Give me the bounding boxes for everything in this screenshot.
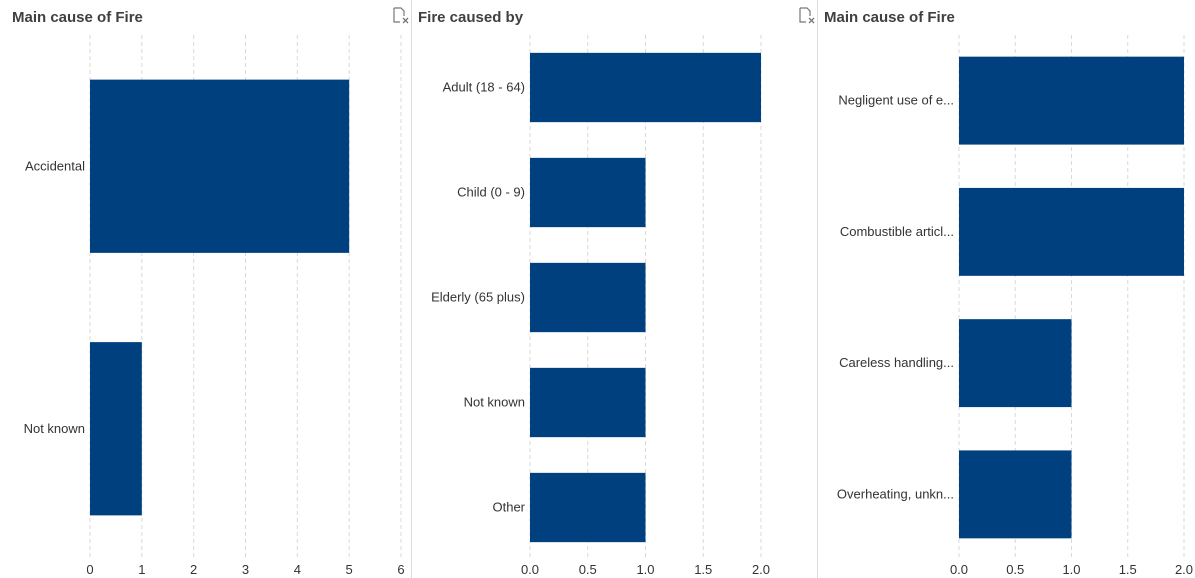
- x-tick-label: 1: [138, 562, 145, 577]
- x-tick-label: 2.0: [1175, 562, 1193, 577]
- bar: [959, 319, 1072, 408]
- bar-chart-main-cause-detail: 0.0 0.5 1.0 1.5 2.0 Negligent use of e... Comb…: [837, 35, 1193, 577]
- x-tick-label: 1.5: [1119, 562, 1137, 577]
- x-tick-label: 0.0: [521, 562, 539, 577]
- x-tick-label: 6: [397, 562, 404, 577]
- category-label: Child (0 - 9): [457, 185, 525, 200]
- category-label: Not known: [24, 421, 85, 436]
- x-tick-label: 1.5: [694, 562, 712, 577]
- x-tick-label: 0: [86, 562, 93, 577]
- chart-panel-fire-caused-by: Fire caused by 0.0 0.5 1.0 1.5 2.0 Adult (18 …: [414, 0, 818, 578]
- x-tick-label: 3: [242, 562, 249, 577]
- x-tick-label: 5: [346, 562, 353, 577]
- category-label: Overheating, unkn...: [837, 486, 954, 501]
- x-tick-label: 2: [190, 562, 197, 577]
- category-label: Adult (18 - 64): [443, 80, 525, 95]
- bar-chart-fire-caused-by: 0.0 0.5 1.0 1.5 2.0 Adult (18 - 64) Child (0 -…: [431, 35, 770, 577]
- category-label: Not known: [464, 395, 525, 410]
- category-label: Accidental: [25, 158, 85, 173]
- bar: [530, 157, 646, 228]
- x-tick-label: 2.0: [752, 562, 770, 577]
- category-label: Careless handling...: [839, 355, 954, 370]
- category-label: Elderly (65 plus): [431, 290, 525, 305]
- bar: [530, 52, 761, 123]
- clear-filter-icon[interactable]: [392, 6, 410, 24]
- panel-title: Main cause of Fire: [824, 9, 955, 26]
- x-tick-label: 0.0: [950, 562, 968, 577]
- clear-filter-icon[interactable]: [798, 6, 816, 24]
- x-tick-label: 0.5: [1006, 562, 1024, 577]
- bar: [530, 367, 646, 438]
- category-label: Combustible articl...: [840, 224, 954, 239]
- bar: [959, 56, 1184, 145]
- bar: [959, 450, 1072, 539]
- bar: [90, 342, 142, 516]
- panel-divider: [411, 0, 412, 578]
- bar: [90, 79, 350, 253]
- x-tick-label: 1.0: [1062, 562, 1080, 577]
- x-tick-label: 0.5: [579, 562, 597, 577]
- bar-chart-main-cause: 0 1 2 3 4 5 6 Accidental Not known: [24, 35, 405, 577]
- panel-divider: [817, 0, 818, 578]
- x-tick-label: 1.0: [636, 562, 654, 577]
- panel-title: Fire caused by: [418, 9, 524, 26]
- x-tick-label: 4: [294, 562, 301, 577]
- category-label: Other: [492, 500, 525, 515]
- bar: [530, 262, 646, 333]
- chart-panel-main-cause: Main cause of Fire 0 1 2 3 4 5 6 Accidental Not …: [8, 0, 412, 578]
- chart-panel-main-cause-detail: Main cause of Fire 0.0 0.5 1.0 1.5 2.0 Neglig…: [820, 0, 1195, 578]
- panel-title: Main cause of Fire: [12, 9, 143, 26]
- bar: [959, 187, 1184, 276]
- category-label: Negligent use of e...: [838, 93, 954, 108]
- bar: [530, 472, 646, 543]
